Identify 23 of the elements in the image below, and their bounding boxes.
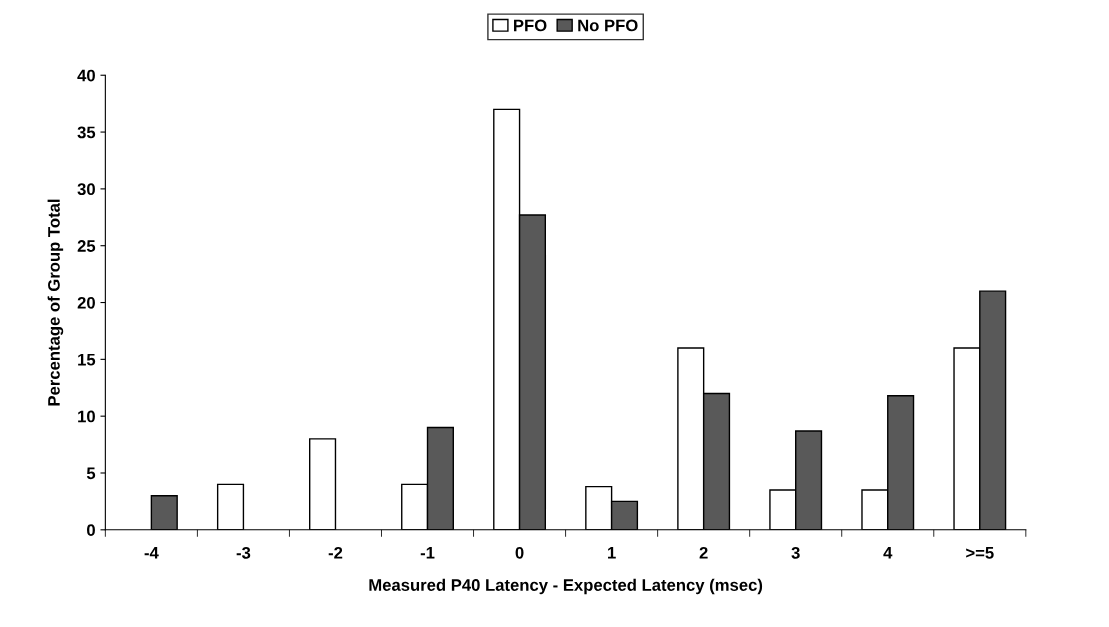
- x-axis-title: Measured P40 Latency - Expected Latency (msec): [369, 578, 763, 595]
- x-tick-label: -2: [328, 546, 343, 559]
- x-tick-label: 1: [608, 547, 616, 559]
- y-tick-label: 5: [86, 467, 96, 480]
- x-tick-label: -3: [236, 546, 251, 559]
- x-tick-label: -1: [420, 547, 435, 559]
- x-tick-label: >=5: [966, 547, 994, 559]
- y-tick-label: 25: [77, 240, 96, 252]
- y-tick-label: 10: [78, 410, 95, 423]
- x-tick-label: 4: [883, 547, 893, 559]
- y-tick-label: 35: [77, 126, 96, 139]
- y-tick-label: 30: [77, 183, 95, 196]
- y-axis-title: Percentage of Group Total: [47, 199, 64, 406]
- x-tick-label: -4: [144, 547, 159, 559]
- x-tick-label: 2: [699, 546, 708, 559]
- x-tick-label: 0: [515, 546, 524, 559]
- legend-label: PFO: [514, 19, 547, 32]
- y-tick-label: 20: [77, 296, 95, 309]
- legend-label: No PFO: [578, 19, 638, 32]
- y-tick-label: 40: [77, 69, 95, 82]
- y-tick-label: 15: [78, 353, 96, 366]
- x-tick-label: 3: [791, 546, 800, 559]
- y-tick-label: 0: [87, 524, 95, 537]
